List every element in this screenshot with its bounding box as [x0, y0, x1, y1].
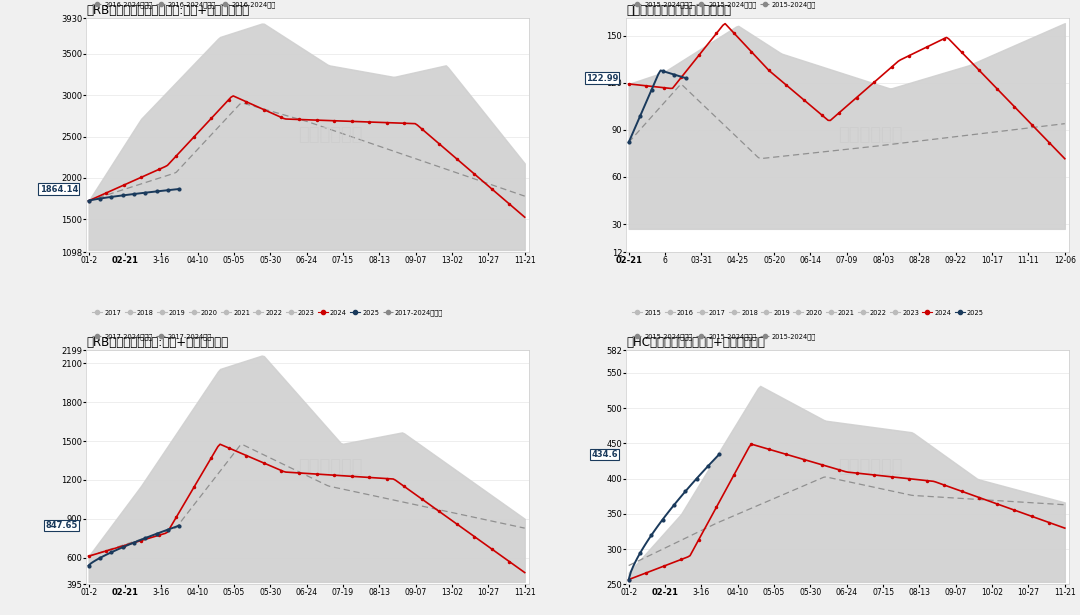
- Text: 【HC】热卷总库存：社库+厂库（万吨）: 【HC】热卷总库存：社库+厂库（万吨）: [626, 336, 766, 349]
- Legend: 2017-2024最小值, 2017-2024均值: 2017-2024最小值, 2017-2024均值: [90, 330, 215, 343]
- Text: 紫金天风期货: 紫金天风期货: [838, 126, 902, 145]
- Legend: 2016-2024最大值, 2016-2024最小值, 2016-2024均值: 2016-2024最大值, 2016-2024最小值, 2016-2024均值: [90, 0, 279, 10]
- Text: 1864.14: 1864.14: [40, 184, 78, 194]
- Legend: 2015-2024最大值, 2015-2024最小值, 2015-2024均值: 2015-2024最大值, 2015-2024最小值, 2015-2024均值: [630, 330, 819, 343]
- Text: 钢坯：主流企业库存：唐山（周）: 钢坯：主流企业库存：唐山（周）: [626, 4, 731, 17]
- Text: 122.99: 122.99: [585, 74, 618, 82]
- Text: 紫金天风期货: 紫金天风期货: [838, 458, 902, 477]
- Text: 紫金天风期货: 紫金天风期货: [298, 458, 362, 477]
- Text: 847.65: 847.65: [45, 521, 78, 530]
- Text: 【RB】五大品种合计总库存:钢厂+社库（万吨）: 【RB】五大品种合计总库存:钢厂+社库（万吨）: [86, 4, 249, 17]
- Legend: 2015-2024最大值, 2015-2024最小值, 2015-2024均值: 2015-2024最大值, 2015-2024最小值, 2015-2024均值: [630, 0, 819, 10]
- Text: 【RB】螺纹钢总库存:钢厂+社库（万吨）: 【RB】螺纹钢总库存:钢厂+社库（万吨）: [86, 336, 229, 349]
- Text: 434.6: 434.6: [592, 450, 618, 459]
- Text: 紫金天风期货: 紫金天风期货: [298, 126, 362, 145]
